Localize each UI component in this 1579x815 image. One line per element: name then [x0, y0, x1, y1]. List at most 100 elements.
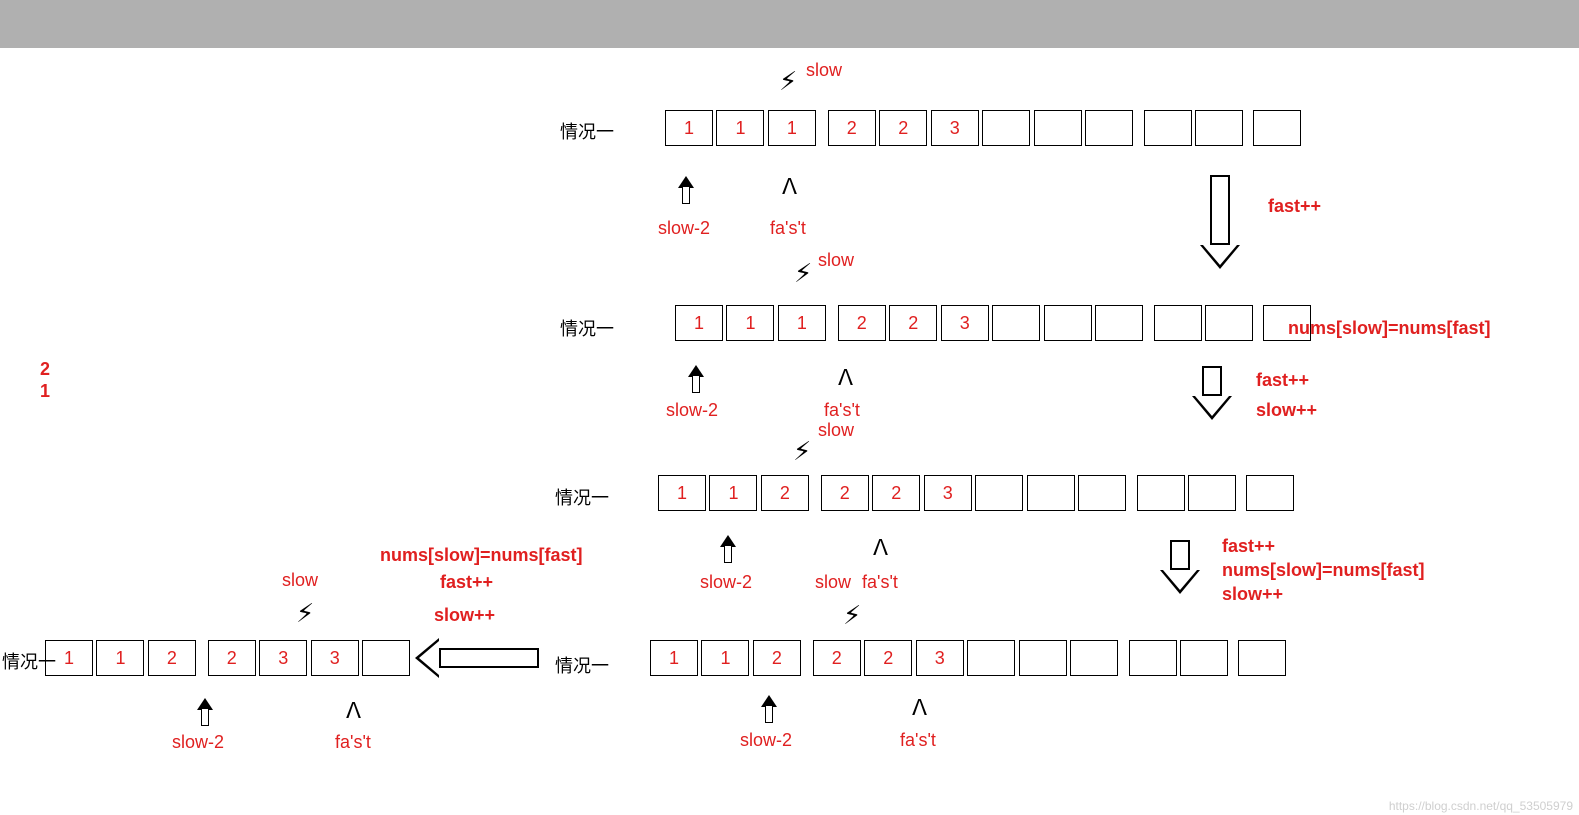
cell: 2 [208, 640, 256, 676]
row2-fastpp: fast++ [1256, 370, 1309, 391]
cell: 1 [701, 640, 749, 676]
cell: 2 [889, 305, 937, 341]
row3-caret-fast: ᐱ [873, 535, 888, 561]
row5-caret-fast: ᐱ [346, 698, 361, 724]
left-arrow [415, 638, 545, 678]
side-num-2: 1 [40, 380, 50, 402]
cell: 1 [658, 475, 706, 511]
row3-slow-label-top: slow [818, 420, 854, 441]
row4-caret-fast: ᐱ [912, 695, 927, 721]
row1-title: 情况一 [560, 118, 614, 144]
cell [1027, 475, 1075, 511]
watermark: https://blog.csdn.net/qq_53505979 [1389, 799, 1573, 813]
row3-down-arrow [1160, 540, 1200, 594]
cell: 1 [45, 640, 93, 676]
cell: 2 [148, 640, 196, 676]
cell [1034, 110, 1082, 146]
row2-assign: nums[slow]=nums[fast] [1288, 318, 1491, 339]
row4-cells: 1 1 2 2 2 3 [650, 640, 1286, 676]
cell [967, 640, 1015, 676]
row4-slow-2-label: slow-2 [740, 730, 792, 751]
cell: 3 [311, 640, 359, 676]
cell: 1 [675, 305, 723, 341]
cell: 1 [665, 110, 713, 146]
row2-up-arrow-slow2 [688, 365, 704, 393]
cell [1095, 305, 1143, 341]
cell [992, 305, 1040, 341]
cell: 2 [872, 475, 920, 511]
row4-title: 情况一 [555, 652, 609, 678]
row5-bolt-icon: ⚡︎ [296, 598, 314, 629]
row3-bolt-icon: ⚡︎ [793, 436, 811, 467]
row5-slow-label: slow [282, 570, 318, 591]
cell: 1 [768, 110, 816, 146]
cell: 2 [838, 305, 886, 341]
cell: 2 [864, 640, 912, 676]
cell [362, 640, 410, 676]
row4-up-arrow-slow2 [761, 695, 777, 723]
cell: 1 [709, 475, 757, 511]
top-bar [0, 0, 1579, 48]
cell: 2 [813, 640, 861, 676]
row3-slow-2-label: slow-2 [700, 572, 752, 593]
cell [1154, 305, 1202, 341]
cell: 1 [716, 110, 764, 146]
row1-slow-2-label: slow-2 [658, 218, 710, 239]
cell: 2 [879, 110, 927, 146]
row2-fast-label: fa's't [824, 400, 860, 421]
row2-slowpp: slow++ [1256, 400, 1317, 421]
cell: 3 [916, 640, 964, 676]
row5-fast-label: fa's't [335, 732, 371, 753]
row3-slowpp: slow++ [1222, 584, 1283, 605]
row2-down-arrow [1192, 366, 1232, 420]
row4-fast-label: fa's't [900, 730, 936, 751]
row3-fastpp: fast++ [1222, 536, 1275, 557]
cell [1137, 475, 1185, 511]
row2-slow-2-label: slow-2 [666, 400, 718, 421]
row1-down-arrow [1200, 175, 1240, 269]
row2-title: 情况一 [560, 315, 614, 341]
cell: 3 [941, 305, 989, 341]
row5-assign: nums[slow]=nums[fast] [380, 545, 583, 566]
cell: 2 [821, 475, 869, 511]
cell [1078, 475, 1126, 511]
row1-slow-label: slow [806, 60, 842, 81]
cell: 2 [753, 640, 801, 676]
row5-slowpp: slow++ [434, 605, 495, 626]
row3-title: 情况一 [555, 484, 609, 510]
row5-fastpp: fast++ [440, 572, 493, 593]
row5-cells: 1 1 2 2 3 3 [45, 640, 410, 676]
row5-slow-2-label: slow-2 [172, 732, 224, 753]
cell [1085, 110, 1133, 146]
row1-up-arrow-slow2 [678, 176, 694, 204]
row2-slow-label: slow [818, 250, 854, 271]
cell [1044, 305, 1092, 341]
cell: 3 [259, 640, 307, 676]
cell: 2 [761, 475, 809, 511]
row1-bolt-icon: ⚡︎ [779, 66, 797, 97]
cell [1246, 475, 1294, 511]
cell: 1 [96, 640, 144, 676]
cell: 3 [931, 110, 979, 146]
cell [975, 475, 1023, 511]
cell [1195, 110, 1243, 146]
row3-up-arrow-slow2 [720, 535, 736, 563]
cell [1129, 640, 1177, 676]
cell: 1 [778, 305, 826, 341]
cell [1019, 640, 1067, 676]
row2-bolt-icon: ⚡︎ [794, 258, 812, 289]
row5-up-arrow-slow2 [197, 698, 213, 726]
row1-fast-label: fa's't [770, 218, 806, 239]
row1-caret-fast: ᐱ [782, 174, 797, 200]
side-numbers: 2 1 [40, 358, 50, 402]
cell [1144, 110, 1192, 146]
row2-cells: 1 1 1 2 2 3 [675, 305, 1311, 341]
cell: 1 [650, 640, 698, 676]
row2-caret-fast: ᐱ [838, 365, 853, 391]
cell: 3 [924, 475, 972, 511]
row1-fastpp: fast++ [1268, 196, 1321, 217]
cell [1188, 475, 1236, 511]
cell [1070, 640, 1118, 676]
side-num-1: 2 [40, 358, 50, 380]
row3-cells: 1 1 2 2 2 3 [658, 475, 1294, 511]
